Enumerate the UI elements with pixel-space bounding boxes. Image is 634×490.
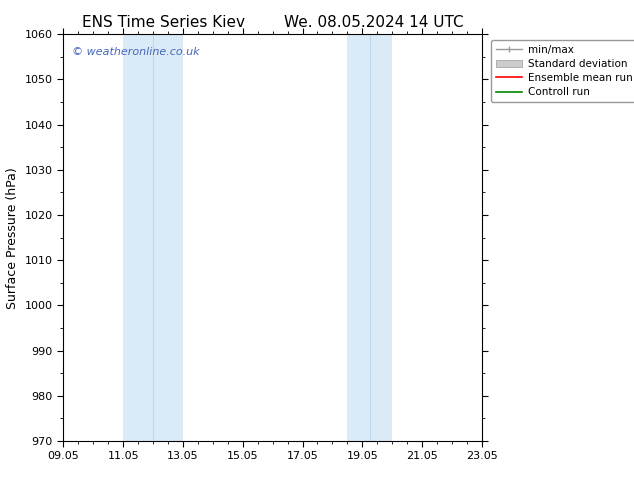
- Bar: [123, 34, 183, 441]
- Text: © weatheronline.co.uk: © weatheronline.co.uk: [72, 47, 200, 56]
- Bar: [347, 34, 392, 441]
- Legend: min/max, Standard deviation, Ensemble mean run, Controll run: min/max, Standard deviation, Ensemble me…: [491, 40, 634, 102]
- Y-axis label: Surface Pressure (hPa): Surface Pressure (hPa): [6, 167, 19, 309]
- Title: ENS Time Series Kiev        We. 08.05.2024 14 UTC: ENS Time Series Kiev We. 08.05.2024 14 U…: [82, 15, 463, 30]
